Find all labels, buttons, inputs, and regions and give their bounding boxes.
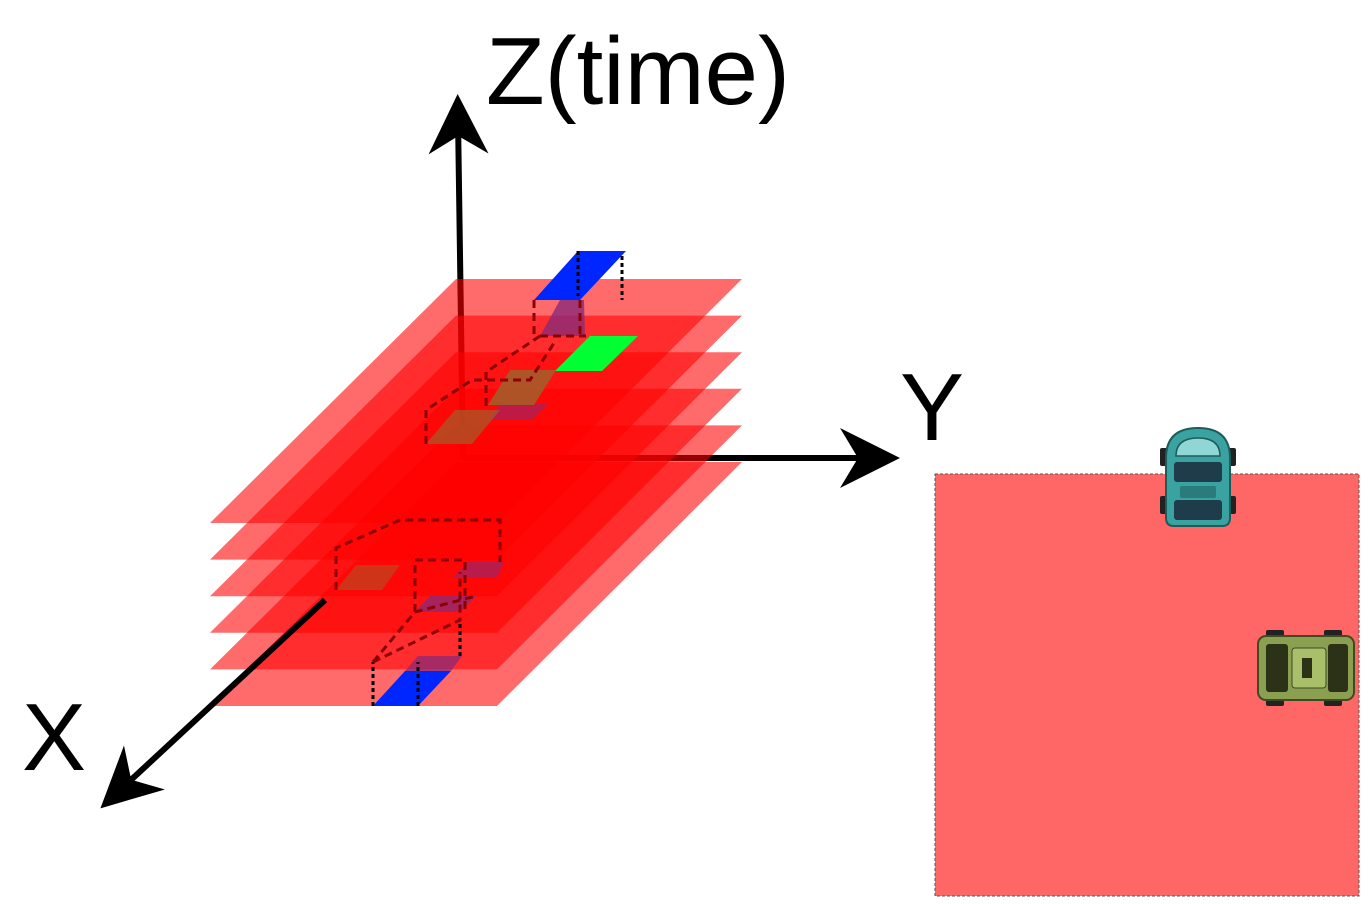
teal-car: [1160, 426, 1236, 527]
olive-marker-2: [426, 410, 500, 444]
trajectory-dashed-4: [532, 300, 586, 340]
topdown-map: [934, 426, 1360, 897]
olive-marker-3: [336, 565, 400, 590]
vertical-link-bottom: [371, 620, 462, 706]
y-axis-label: Y: [900, 354, 964, 461]
trajectory-dashed-3: [424, 334, 558, 444]
trajectory-dashed-2: [334, 518, 502, 612]
blue-marker-bottom: [373, 671, 451, 706]
vertical-link-top: [576, 251, 624, 300]
x-axis-label: X: [22, 684, 86, 791]
purple-marker-5: [540, 300, 585, 336]
z-axis-label: Z(time): [486, 18, 790, 125]
x-axis: [100, 597, 328, 809]
green-marker: [555, 336, 638, 371]
green-car: [1257, 630, 1355, 706]
blue-marker-top: [534, 251, 626, 300]
purple-marker-4: [488, 404, 548, 420]
time-layers: [210, 279, 742, 706]
trajectory-markers: [334, 251, 638, 706]
